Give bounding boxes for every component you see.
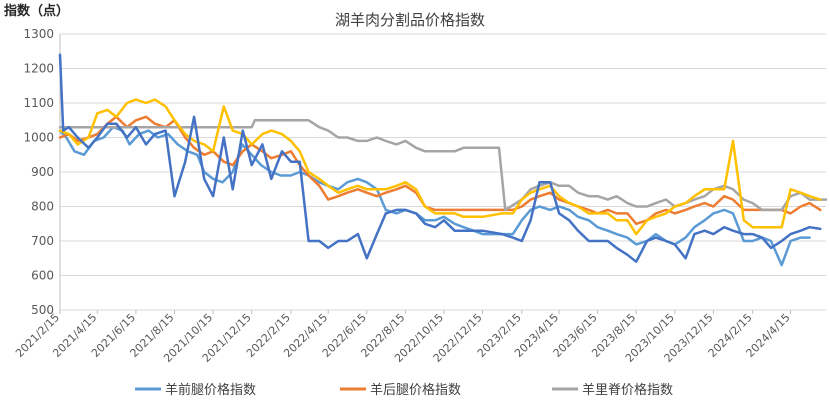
chart-title: 湖羊肉分割品价格指数 bbox=[335, 11, 485, 29]
legend-label: 羊后腿价格指数 bbox=[370, 382, 461, 398]
y-tick-label: 800 bbox=[31, 200, 54, 214]
y-tick-label: 500 bbox=[31, 303, 54, 317]
legend: 羊前腿价格指数 羊后腿价格指数 羊里脊价格指数 bbox=[135, 382, 673, 398]
series-line-1 bbox=[58, 125, 811, 267]
axis-layer: 50060070080090010001100120013002021/2/15… bbox=[13, 27, 793, 365]
series-line-5 bbox=[58, 53, 822, 263]
series-line-2 bbox=[58, 115, 822, 226]
y-axis-label: 指数（点） bbox=[4, 3, 69, 19]
series-line-4 bbox=[58, 98, 822, 236]
y-tick-label: 1200 bbox=[23, 62, 54, 76]
y-tick-label: 1100 bbox=[23, 96, 54, 110]
y-tick-label: 600 bbox=[31, 269, 54, 283]
y-tick-label: 1300 bbox=[23, 27, 54, 41]
legend-label: 羊前腿价格指数 bbox=[165, 382, 256, 398]
y-tick-label: 1000 bbox=[23, 131, 54, 145]
series-layer bbox=[58, 53, 828, 267]
y-tick-label: 900 bbox=[31, 165, 54, 179]
grid-layer bbox=[60, 33, 826, 311]
legend-label: 羊里脊价格指数 bbox=[582, 382, 673, 398]
y-tick-label: 700 bbox=[31, 234, 54, 248]
